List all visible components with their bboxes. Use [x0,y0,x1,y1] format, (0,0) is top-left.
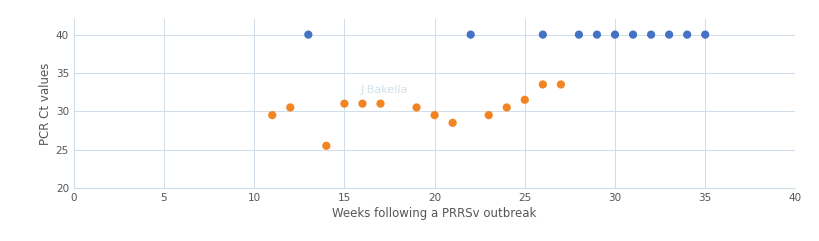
Point [464,33,477,37]
Text: J Bakella: J Bakella [360,85,407,95]
Point [428,113,441,117]
Point [283,106,296,109]
Point [590,33,603,37]
Point [518,98,531,102]
Point [500,106,513,109]
Point [680,33,693,37]
Point [536,82,549,86]
X-axis label: Weeks following a PRRSv outbreak: Weeks following a PRRSv outbreak [332,207,536,220]
Point [410,106,423,109]
Point [554,82,567,86]
Point [536,33,549,37]
Y-axis label: PCR Ct values: PCR Ct values [38,62,52,145]
Point [482,113,495,117]
Point [626,33,639,37]
Point [265,113,278,117]
Point [301,33,314,37]
Point [373,102,387,106]
Point [572,33,585,37]
Point [355,102,369,106]
Point [446,121,459,125]
Point [608,33,621,37]
Point [337,102,351,106]
Point [698,33,711,37]
Point [319,144,333,148]
Point [662,33,675,37]
Point [644,33,657,37]
